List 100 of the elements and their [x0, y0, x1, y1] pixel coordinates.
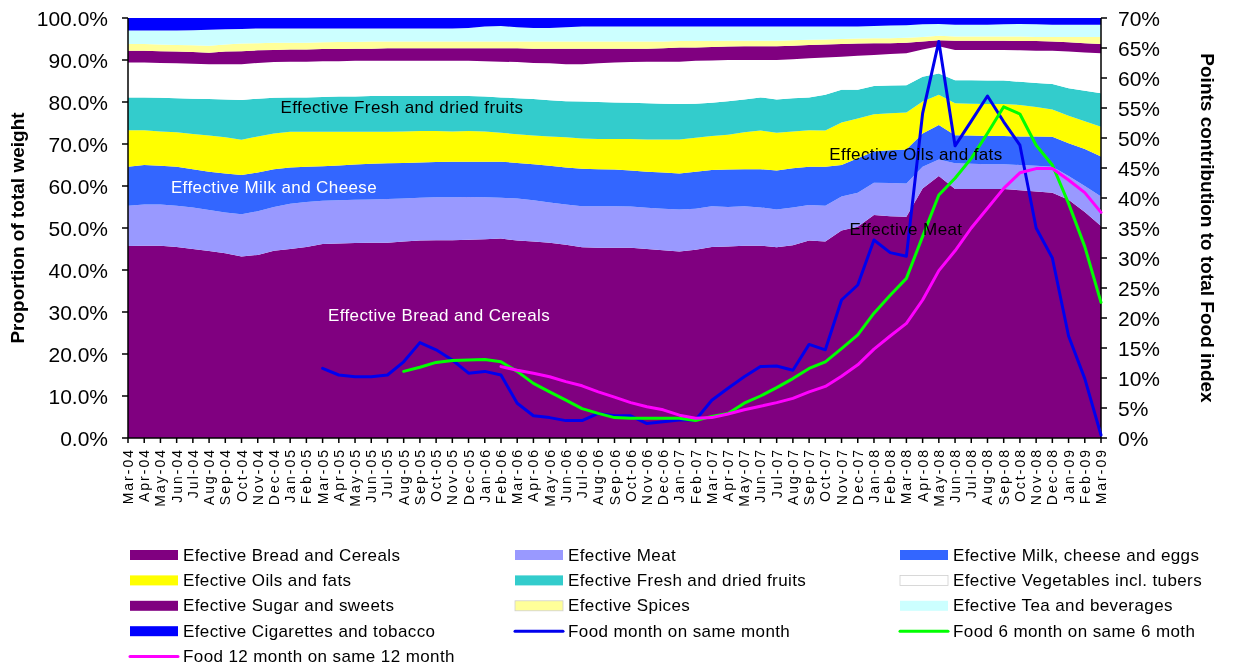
x-tick-label: Sep-07 — [801, 448, 818, 506]
y2-tick-label: 35% — [1118, 216, 1161, 240]
x-tick-label: Jan-09 — [1060, 448, 1077, 503]
annotation: Effective Fresh and dried fruits — [280, 98, 524, 117]
y-tick-label: 20.0% — [48, 342, 108, 366]
x-tick-label: Apr-08 — [914, 448, 931, 503]
x-tick-label: Feb-09 — [1076, 448, 1093, 505]
y-tick-label: 40.0% — [48, 258, 108, 282]
y2-tick-label: 20% — [1118, 306, 1161, 330]
x-tick-label: Nov-05 — [444, 448, 461, 506]
legend-label: Efective Cigarettes and tobacco — [183, 621, 436, 641]
y2-tick-label: 55% — [1118, 96, 1161, 120]
legend-label: Food 12 month on same 12 month — [183, 647, 455, 667]
y-tick-label: 90.0% — [48, 48, 108, 72]
x-tick-label: Aug-05 — [395, 448, 412, 506]
y2-tick-label: 25% — [1118, 276, 1161, 300]
y2-tick-label: 70% — [1118, 6, 1161, 30]
x-tick-label: Dec-04 — [265, 448, 282, 506]
y2-tick-label: 65% — [1118, 36, 1161, 60]
x-tick-label: Nov-07 — [833, 448, 850, 506]
x-tick-label: Dec-08 — [1044, 448, 1061, 506]
legend-label: Efective Spices — [568, 596, 691, 616]
x-tick-label: Jan-07 — [671, 448, 688, 503]
legend-label: Efective Vegetables incl. tubers — [953, 570, 1203, 590]
x-tick-label: Jan-08 — [865, 448, 882, 503]
y2-tick-label: 5% — [1118, 396, 1149, 420]
x-tick-label: Jun-07 — [752, 448, 769, 503]
x-tick-label: Jun-08 — [947, 448, 964, 503]
x-tick-label: Apr-06 — [525, 448, 542, 503]
legend-label: Efective Meat — [568, 545, 677, 565]
x-tick-label: Jul-08 — [963, 448, 980, 499]
x-tick-label: Jun-06 — [557, 448, 574, 503]
x-tick-label: Sep-04 — [217, 448, 234, 506]
x-tick-label: Apr-05 — [330, 448, 347, 503]
x-tick-label: Dec-06 — [655, 448, 672, 506]
x-tick-label: Mar-06 — [509, 448, 526, 505]
x-tick-label: Nov-08 — [1028, 448, 1045, 506]
x-tick-label: Jul-05 — [379, 448, 396, 499]
y-axis-title: Proportion of total weight — [6, 111, 28, 344]
y-tick-label: 100.0% — [36, 6, 108, 30]
x-tick-label: Oct-08 — [1011, 448, 1028, 503]
x-tick-label: May-06 — [541, 448, 558, 507]
y-tick-label: 50.0% — [48, 216, 108, 240]
x-tick-label: Apr-04 — [136, 448, 153, 503]
legend-label: Efective Tea and beverages — [953, 596, 1173, 616]
x-tick-label: Nov-04 — [249, 448, 266, 506]
x-tick-label: May-04 — [152, 448, 169, 507]
x-tick-label: Oct-05 — [428, 448, 445, 503]
y2-tick-label: 15% — [1118, 336, 1161, 360]
x-tick-label: Sep-06 — [606, 448, 623, 506]
x-tick-label: Jul-07 — [768, 448, 785, 499]
x-tick-label: May-08 — [930, 448, 947, 507]
x-tick-label: Jun-05 — [363, 448, 380, 503]
x-tick-label: Aug-04 — [201, 448, 218, 506]
legend-label: Efective Sugar and sweets — [183, 596, 395, 616]
legend-label: Efective Fresh and dried fruits — [568, 570, 807, 590]
x-tick-label: Sep-05 — [411, 448, 428, 506]
legend-label: Efective Oils and fats — [183, 570, 352, 590]
x-tick-label: Jun-04 — [168, 448, 185, 503]
x-tick-label: Feb-07 — [687, 448, 704, 505]
x-tick-label: Jul-06 — [574, 448, 591, 499]
x-tick-label: Mar-07 — [703, 448, 720, 505]
x-tick-label: Feb-05 — [298, 448, 315, 505]
annotation: Effective Milk and Cheese — [170, 178, 378, 197]
legend-label: Efective Milk, cheese and eggs — [953, 545, 1200, 565]
annotation: Effective Bread and Cereals — [327, 306, 551, 325]
x-tick-label: Oct-06 — [622, 448, 639, 503]
x-tick-label: Aug-08 — [979, 448, 996, 506]
x-tick-label: Mar-04 — [120, 448, 136, 505]
y-tick-label: 30.0% — [48, 300, 108, 324]
x-tick-label: Dec-05 — [460, 448, 477, 506]
x-tick-label: Oct-07 — [817, 448, 834, 503]
x-tick-label: May-07 — [736, 448, 753, 507]
x-tick-label: Oct-04 — [233, 448, 250, 503]
y2-tick-label: 10% — [1118, 366, 1161, 390]
y-tick-label: 10.0% — [48, 384, 108, 408]
y-tick-label: 70.0% — [48, 132, 108, 156]
y-tick-label: 80.0% — [48, 90, 108, 114]
y2-tick-label: 50% — [1118, 126, 1161, 150]
x-tick-label: Dec-07 — [849, 448, 866, 506]
y2-axis-title: Points contribution to total Food index — [1196, 53, 1218, 404]
x-tick-label: May-05 — [347, 448, 364, 507]
x-tick-label: Mar-08 — [898, 448, 915, 505]
legend-label: Food month on same month — [568, 621, 791, 641]
legend-label: Food 6 month on same 6 moth — [953, 621, 1196, 641]
x-tick-label: Feb-06 — [492, 448, 509, 505]
legend-label: Efective Bread and Cereals — [183, 545, 401, 565]
y2-tick-label: 40% — [1118, 186, 1161, 210]
x-tick-label: Sep-08 — [995, 448, 1012, 506]
y-tick-label: 60.0% — [48, 174, 108, 198]
y2-tick-label: 30% — [1118, 246, 1161, 270]
y-tick-label: 0.0% — [60, 426, 108, 450]
y2-tick-label: 60% — [1118, 66, 1161, 90]
x-tick-label: Mar-05 — [314, 448, 331, 505]
x-tick-label: Aug-07 — [784, 448, 801, 506]
x-tick-label: Feb-08 — [882, 448, 899, 505]
x-tick-label: Jan-05 — [282, 448, 299, 503]
x-tick-label: Jan-06 — [476, 448, 493, 503]
x-tick-label: Jul-04 — [184, 448, 201, 499]
x-tick-label: Nov-06 — [638, 448, 655, 506]
